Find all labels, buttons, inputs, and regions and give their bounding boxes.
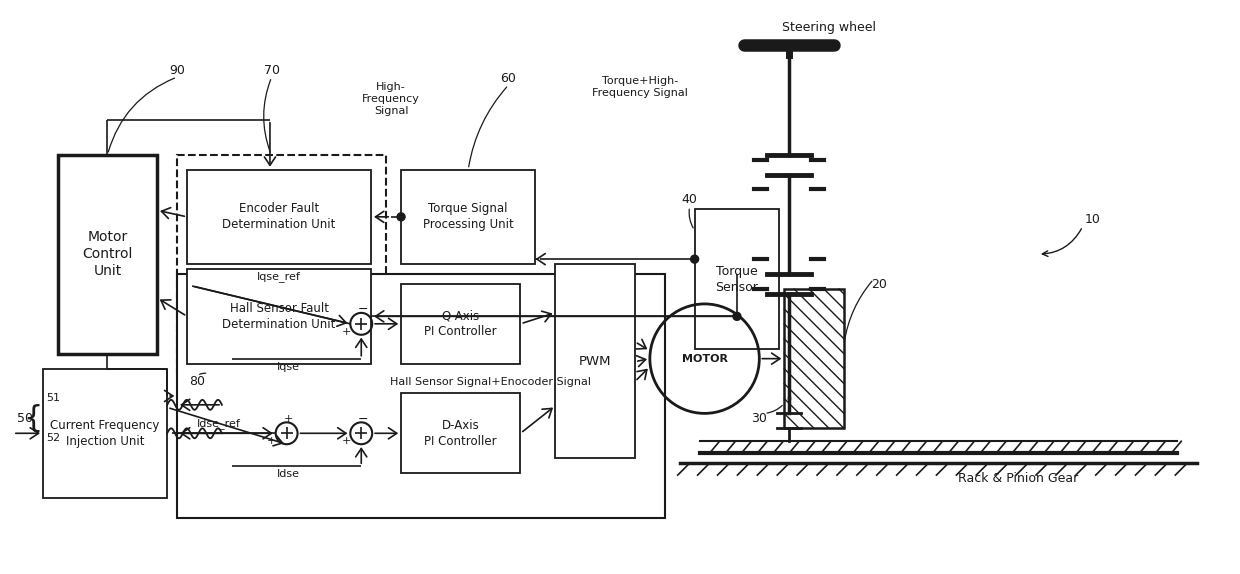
Text: 52: 52: [46, 433, 60, 443]
Bar: [694, 210, 779, 348]
Text: 10: 10: [1085, 213, 1101, 226]
Text: {: {: [24, 404, 42, 433]
Text: 40: 40: [682, 193, 698, 206]
Text: 51: 51: [46, 393, 60, 404]
Bar: [58, 154, 157, 354]
Text: +: +: [267, 436, 277, 446]
Text: Steering wheel: Steering wheel: [782, 21, 875, 34]
Text: Idse: Idse: [277, 469, 300, 479]
Text: Torque
Sensor: Torque Sensor: [715, 265, 759, 293]
Text: +: +: [342, 327, 351, 337]
Bar: [187, 269, 371, 363]
Text: 60: 60: [501, 72, 517, 84]
Text: 80: 80: [188, 375, 205, 388]
Bar: [401, 284, 521, 363]
Text: Iqse: Iqse: [277, 362, 300, 371]
Text: Current Frequency
Injection Unit: Current Frequency Injection Unit: [51, 419, 160, 448]
Text: +: +: [284, 414, 294, 424]
Bar: [177, 274, 665, 518]
Text: PWM: PWM: [579, 355, 611, 367]
Text: −: −: [358, 413, 368, 426]
Text: 20: 20: [870, 277, 887, 290]
Circle shape: [397, 213, 405, 221]
Text: Idse_ref: Idse_ref: [197, 418, 241, 429]
Bar: [187, 169, 371, 264]
Text: 50: 50: [17, 412, 33, 425]
Text: 70: 70: [264, 64, 280, 76]
Text: Motor
Control
Unit: Motor Control Unit: [82, 230, 133, 278]
Text: Torque+High-
Frequency Signal: Torque+High- Frequency Signal: [591, 76, 688, 98]
Text: −: −: [358, 304, 368, 316]
Bar: [177, 154, 386, 374]
Bar: [43, 369, 167, 498]
Text: 30: 30: [751, 412, 768, 425]
Text: Hall Sensor Signal+Enocoder Signal: Hall Sensor Signal+Enocoder Signal: [391, 377, 591, 386]
Text: MOTOR: MOTOR: [682, 354, 728, 364]
Text: +: +: [342, 436, 351, 446]
Text: D-Axis
PI Controller: D-Axis PI Controller: [424, 419, 497, 448]
Text: Hall Sensor Fault
Determination Unit: Hall Sensor Fault Determination Unit: [222, 302, 336, 331]
Text: Encoder Fault
Determination Unit: Encoder Fault Determination Unit: [222, 203, 336, 231]
Bar: [401, 169, 536, 264]
Text: Torque Signal
Processing Unit: Torque Signal Processing Unit: [423, 203, 513, 231]
Text: Rack & Pinion Gear: Rack & Pinion Gear: [959, 472, 1079, 484]
Bar: [401, 394, 521, 473]
Circle shape: [691, 255, 698, 263]
Text: High-
Frequency
Signal: High- Frequency Signal: [362, 82, 420, 117]
Text: Iqse_ref: Iqse_ref: [257, 270, 300, 281]
Circle shape: [733, 312, 742, 320]
Text: 90: 90: [169, 64, 185, 76]
Text: Q-Axis
PI Controller: Q-Axis PI Controller: [424, 309, 497, 338]
Bar: [556, 264, 635, 458]
Bar: [784, 289, 844, 428]
